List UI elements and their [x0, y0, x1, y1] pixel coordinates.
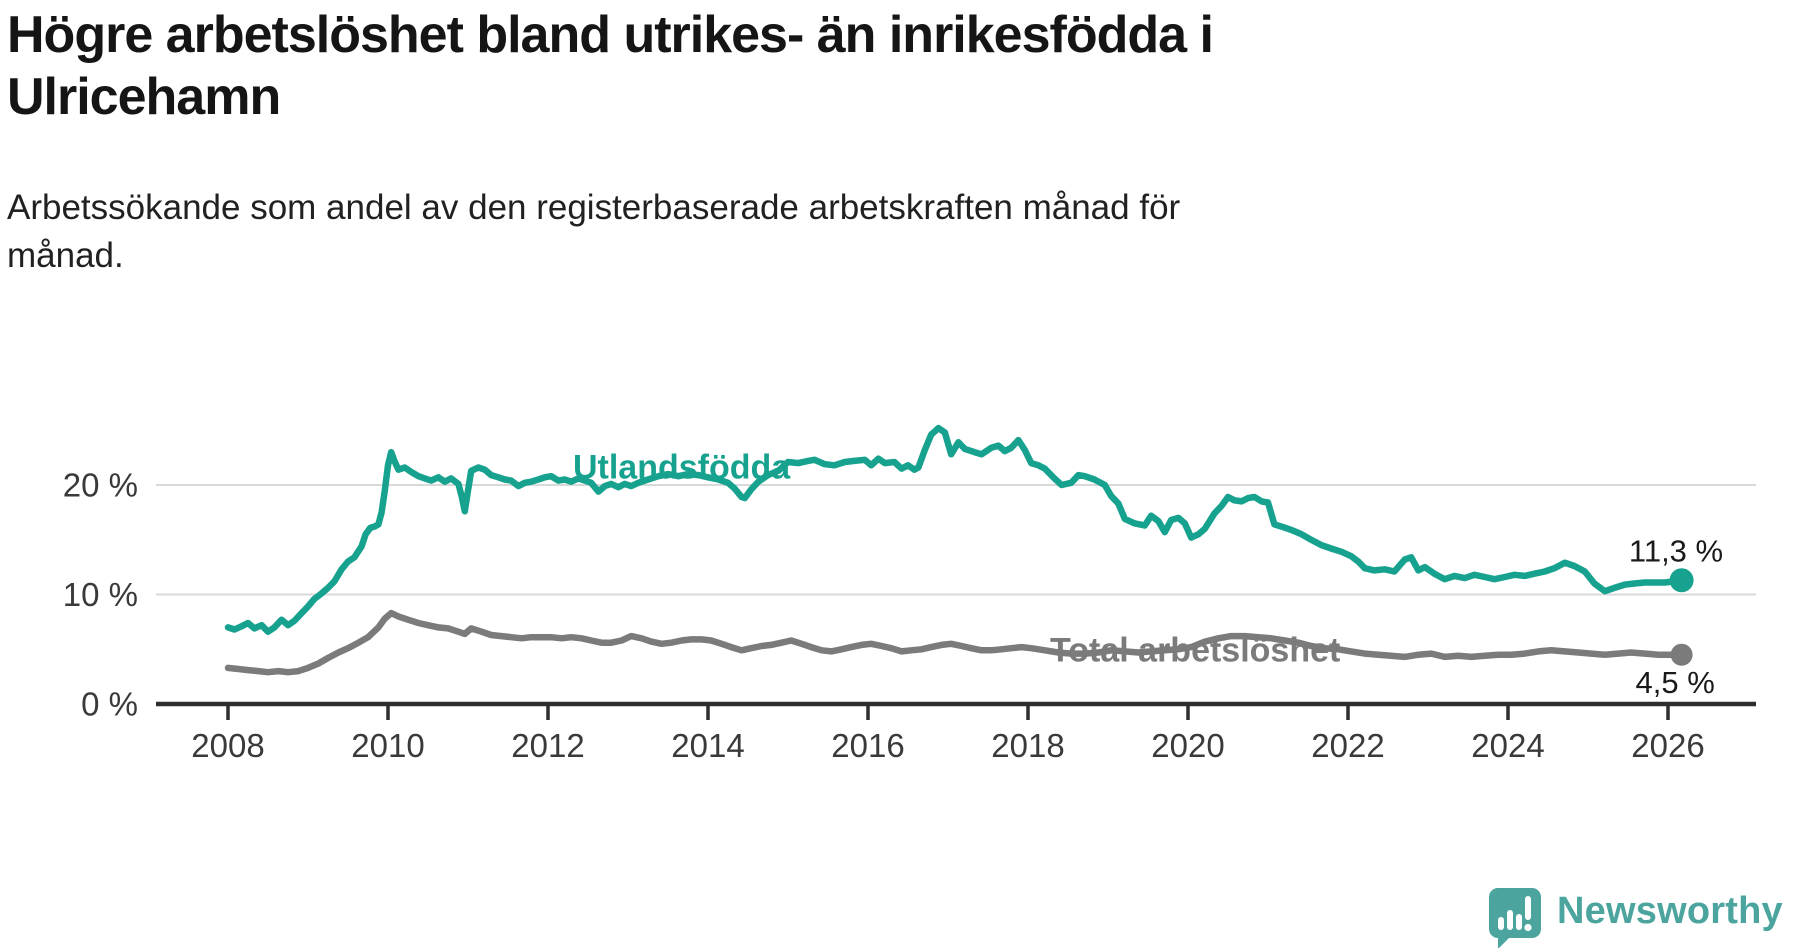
series-line-1 [224, 609, 1685, 676]
x-tick-label-2020: 2020 [1151, 727, 1224, 764]
y-tick-label-20: 20 % [63, 467, 138, 504]
chart-subtitle: Arbetssökande som andel av den registerb… [7, 184, 1180, 280]
newsworthy-logo[interactable]: Newsworthy [1487, 886, 1799, 948]
x-tick-label-2016: 2016 [831, 727, 904, 764]
series-end-value-label-1: 4,5 % [1636, 665, 1715, 700]
series-end-value-label-0: 11,3 % [1629, 534, 1723, 569]
series-end-dot-0 [1669, 568, 1694, 593]
title-line-2: Ulricehamn [7, 68, 281, 126]
x-tick-label-2010: 2010 [351, 727, 424, 764]
series-line-0 [224, 424, 1685, 635]
page-title: Högre arbetslöshet bland utrikes- än inr… [7, 4, 1214, 128]
title-line-1: Högre arbetslöshet bland utrikes- än inr… [7, 6, 1214, 64]
x-tick-label-2012: 2012 [511, 727, 584, 764]
x-tick-label-2018: 2018 [991, 727, 1064, 764]
y-tick-label-10: 10 % [63, 576, 138, 613]
y-tick-label-0: 0 % [81, 686, 138, 723]
series-end-dot-1 [1670, 643, 1693, 666]
x-tick-label-2026: 2026 [1631, 727, 1704, 764]
series-label-1: Total arbetslöshet [1050, 631, 1340, 669]
x-tick-label-2022: 2022 [1311, 727, 1384, 764]
subtitle-line-2: månad. [7, 236, 124, 275]
x-tick-label-2008: 2008 [191, 727, 264, 764]
x-tick-label-2014: 2014 [671, 727, 744, 764]
x-tick-label-2024: 2024 [1471, 727, 1544, 764]
newsworthy-brand-text: Newsworthy [1557, 890, 1783, 932]
speech-bubble-bar-chart-icon [1489, 888, 1541, 948]
series-label-0: Utlandsfödda [573, 448, 791, 486]
subtitle-line-1: Arbetssökande som andel av den registerb… [7, 188, 1181, 227]
